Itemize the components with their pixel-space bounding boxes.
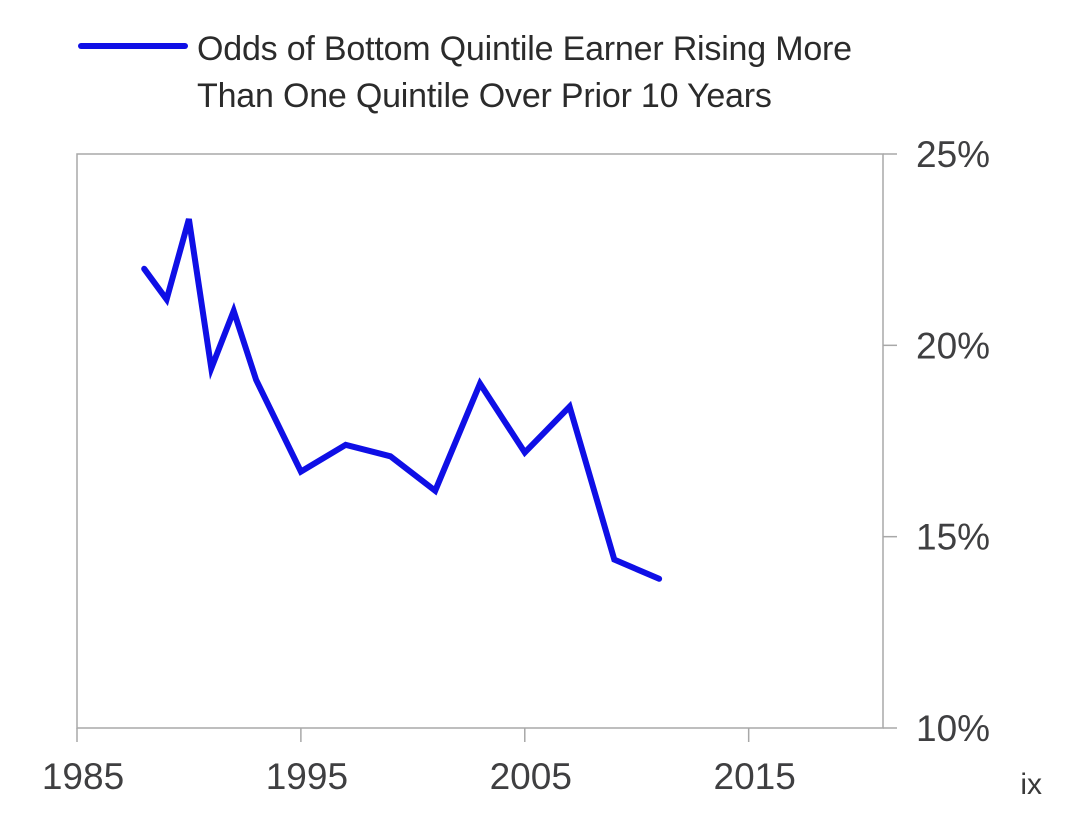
y-axis-tick-label: 15% [916, 517, 990, 558]
y-axis-tick-label: 10% [916, 708, 990, 749]
series-line-mobility-odds [141, 218, 663, 582]
x-axis-tick-label: 1985 [42, 756, 124, 797]
x-axis-tick-label: 1995 [266, 756, 348, 797]
legend-series-label: Odds of Bottom Quintile Earner Rising Mo… [197, 26, 937, 120]
legend-line-swatch [78, 43, 188, 49]
plot-border [76, 153, 884, 729]
y-axis-tick-label: 25% [916, 134, 990, 175]
legend-label-line1: Odds of Bottom Quintile Earner Rising Mo… [197, 30, 852, 68]
x-axis-tick-label: 2015 [714, 756, 796, 797]
y-axis-tick-label: 20% [916, 325, 990, 366]
endnote-marker: ix [1020, 768, 1042, 801]
x-axis-tick-label: 2005 [490, 756, 572, 797]
legend-label-line2: Than One Quintile Over Prior 10 Years [197, 77, 772, 115]
